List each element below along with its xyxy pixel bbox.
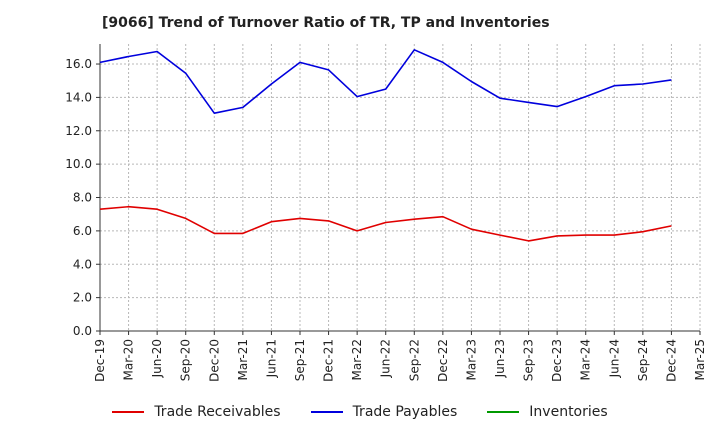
- x-tick-label-11: Sep-22: [407, 339, 421, 381]
- x-tick-label-17: Mar-24: [579, 339, 593, 380]
- x-tick-label-9: Mar-22: [350, 339, 364, 380]
- legend-swatch-trade-payables: [310, 411, 343, 413]
- y-tick-label-2: 4.0: [73, 257, 92, 271]
- x-tick-label-4: Dec-20: [207, 339, 221, 382]
- x-tick-label-16: Dec-23: [550, 339, 564, 382]
- y-tick-label-3: 6.0: [73, 224, 92, 238]
- y-tick-label-0: 0.0: [73, 324, 92, 338]
- legend-label-trade-payables: Trade Payables: [352, 404, 458, 420]
- y-tick-label-1: 2.0: [73, 291, 92, 305]
- y-tick-label-5: 10.0: [65, 157, 92, 171]
- x-tick-label-6: Jun-21: [264, 339, 278, 378]
- y-tick-label-4: 8.0: [73, 191, 92, 205]
- x-tick-label-3: Sep-20: [179, 339, 193, 381]
- x-tick-label-8: Dec-21: [322, 339, 336, 382]
- legend-item-trade-payables: Trade Payables: [310, 404, 458, 420]
- legend-item-trade-receivables: Trade Receivables: [112, 404, 281, 420]
- legend-swatch-inventories: [487, 411, 520, 413]
- series-line-trade-payables: [99, 48, 672, 114]
- x-tick-label-5: Mar-21: [236, 339, 250, 380]
- x-tick-label-15: Sep-23: [522, 339, 536, 381]
- legend-swatch-trade-receivables: [112, 411, 145, 413]
- x-tick-label-1: Mar-20: [122, 339, 136, 380]
- chart-title: [9066] Trend of Turnover Ratio of TR, TP…: [102, 15, 550, 31]
- y-tick-label-7: 14.0: [65, 90, 92, 104]
- x-tick-label-12: Dec-22: [436, 339, 450, 382]
- legend-label-inventories: Inventories: [529, 404, 608, 420]
- x-tick-label-7: Sep-21: [293, 339, 307, 381]
- series-line-trade-receivables: [99, 205, 672, 242]
- x-tick-label-2: Jun-20: [150, 339, 164, 378]
- x-tick-label-19: Sep-24: [636, 339, 650, 381]
- x-tick-label-13: Mar-23: [464, 339, 478, 380]
- legend-label-trade-receivables: Trade Receivables: [154, 404, 281, 420]
- y-tick-label-6: 12.0: [65, 124, 92, 138]
- y-tick-label-8: 16.0: [65, 57, 92, 71]
- x-tick-label-18: Jun-24: [607, 339, 621, 378]
- x-tick-label-10: Jun-22: [379, 339, 393, 378]
- x-tick-label-21: Mar-25: [693, 339, 707, 380]
- x-tick-label-0: Dec-19: [93, 339, 107, 382]
- x-tick-label-20: Dec-24: [664, 339, 678, 382]
- legend: Trade Receivables Trade Payables Invento…: [0, 404, 720, 420]
- legend-item-inventories: Inventories: [487, 404, 608, 420]
- x-tick-label-14: Jun-23: [493, 339, 507, 378]
